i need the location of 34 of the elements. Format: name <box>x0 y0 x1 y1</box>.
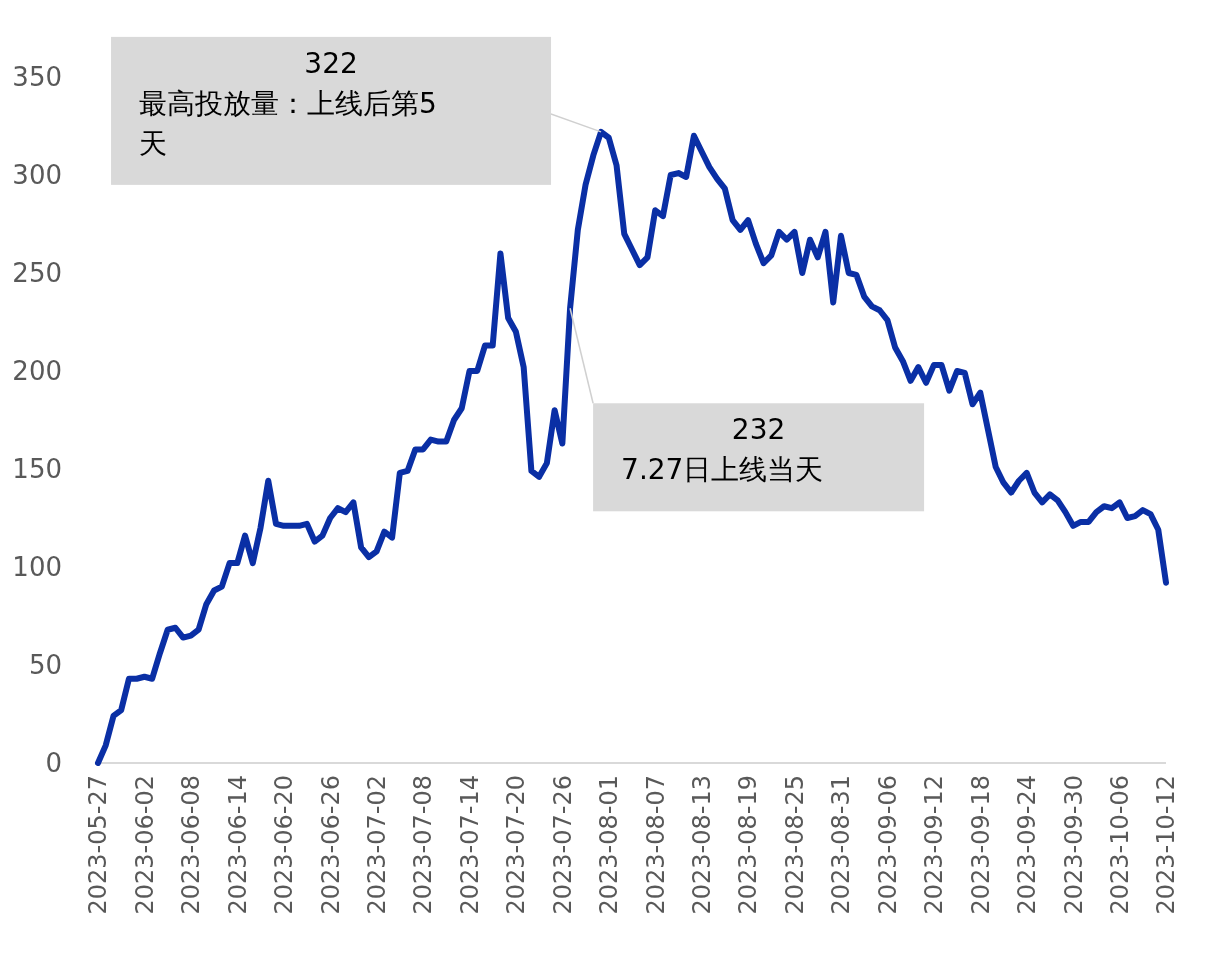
x-tick-label: 2023-10-12 <box>1152 775 1181 915</box>
x-tick-label: 2023-06-14 <box>223 775 252 915</box>
x-tick-label: 2023-06-20 <box>270 775 299 915</box>
y-tick-label: 250 <box>12 258 62 289</box>
x-tick-label: 2023-08-01 <box>595 775 624 915</box>
x-tick-label: 2023-07-26 <box>548 775 577 915</box>
x-tick-label: 2023-07-02 <box>363 775 392 915</box>
x-tick-label: 2023-07-14 <box>455 775 484 915</box>
x-tick-label: 2023-07-20 <box>502 775 531 915</box>
x-tick-label: 2023-07-08 <box>409 775 438 915</box>
x-tick-label: 2023-06-08 <box>177 775 206 915</box>
x-tick-label: 2023-09-24 <box>1013 775 1042 915</box>
y-tick-label: 0 <box>45 748 62 779</box>
y-tick-label: 350 <box>12 62 62 93</box>
x-tick-label: 2023-08-13 <box>688 775 717 915</box>
x-tick-label: 2023-06-26 <box>316 775 345 915</box>
x-tick-label: 2023-08-31 <box>827 775 856 915</box>
x-tick-label: 2023-10-06 <box>1105 775 1134 915</box>
x-tick-label: 2023-09-06 <box>873 775 902 915</box>
annotation: 322 最高投放量：上线后第5天 <box>139 46 437 160</box>
x-tick-label: 2023-08-19 <box>734 775 763 915</box>
x-tick-label: 2023-09-30 <box>1059 775 1088 915</box>
y-tick-label: 50 <box>28 650 62 681</box>
y-tick-label: 100 <box>12 552 62 583</box>
x-tick-label: 2023-09-18 <box>966 775 995 915</box>
annotation: 232 7.27日上线当天 <box>621 413 824 487</box>
y-tick-label: 150 <box>12 454 62 485</box>
x-tick-label: 2023-06-02 <box>130 775 159 915</box>
x-tick-label: 2023-05-27 <box>84 775 113 915</box>
y-tick-label: 200 <box>12 356 62 387</box>
x-tick-label: 2023-08-07 <box>641 775 670 915</box>
x-tick-label: 2023-09-12 <box>920 775 949 915</box>
y-tick-label: 300 <box>12 160 62 191</box>
x-tick-label: 2023-08-25 <box>780 775 809 915</box>
